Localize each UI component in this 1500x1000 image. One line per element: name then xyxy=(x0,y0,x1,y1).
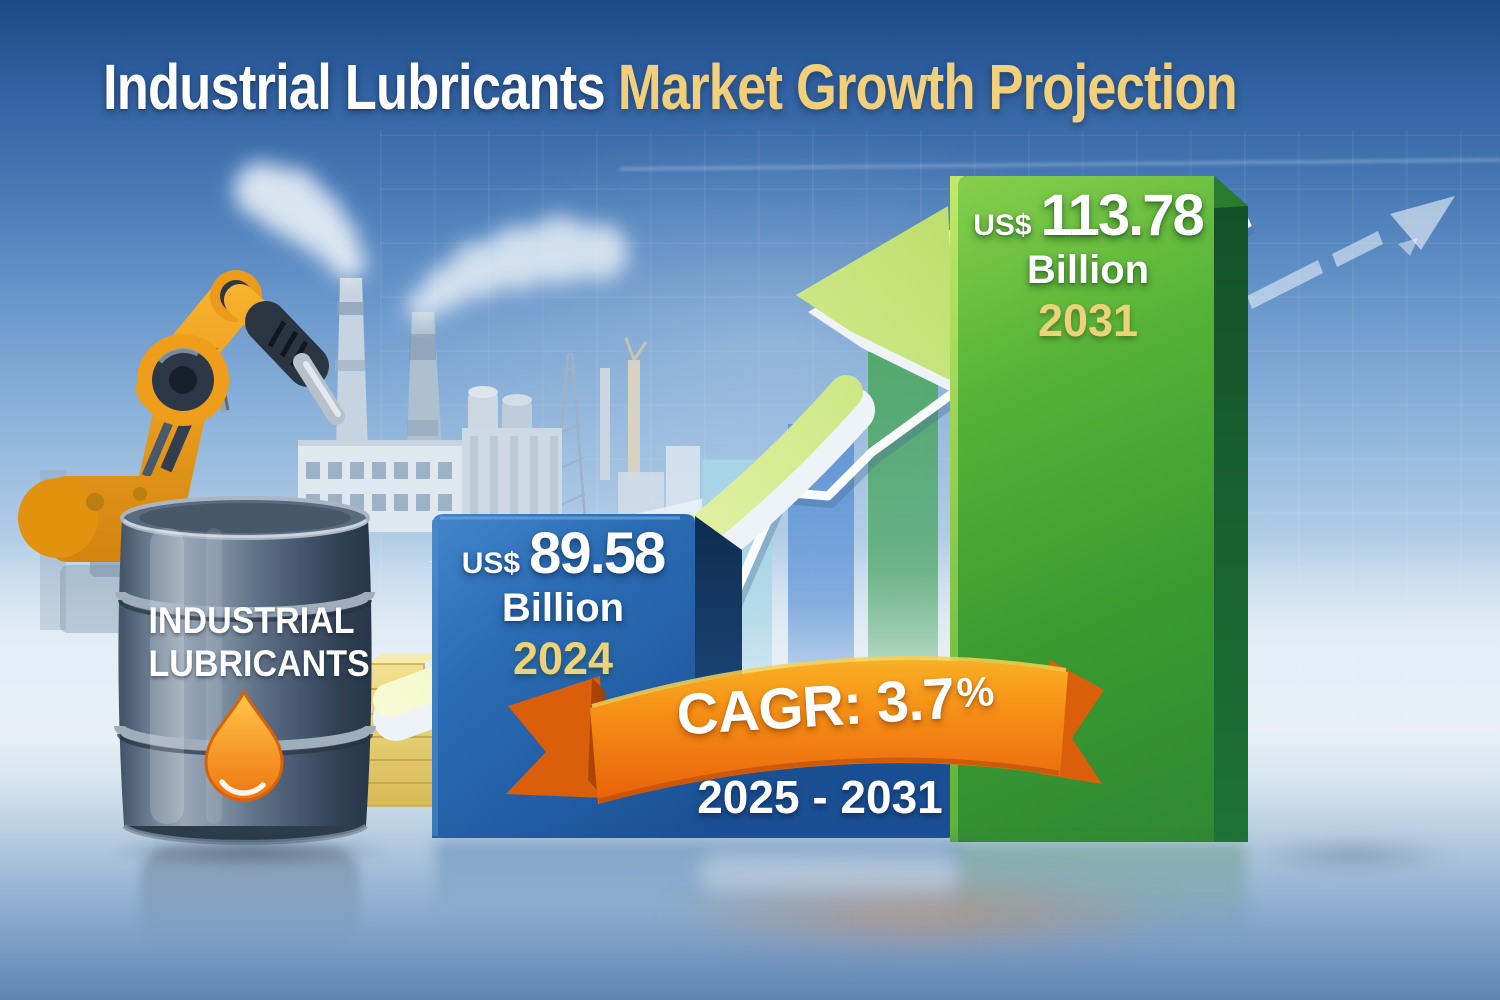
bar-2031-unit: Billion xyxy=(1026,248,1150,293)
barrel-label: INDUSTRIAL LUBRICANTS xyxy=(148,600,370,686)
bar-2031-currency: US$ xyxy=(973,209,1032,242)
dashed-trend-arrow-icon xyxy=(1247,196,1455,309)
bar-2024-value-row: US$ 89.58 xyxy=(437,521,689,586)
barrel-label-line2: LUBRICANTS xyxy=(148,642,370,684)
bar-2024-value-block: US$ 89.58 Billion 2024 xyxy=(437,521,689,684)
bar-2031-value-block: US$ 113.78 Billion 2031 xyxy=(961,183,1215,346)
bar-2024-year: 2024 xyxy=(512,632,614,684)
title-part1: Industrial Lubricants xyxy=(103,51,606,123)
title-part2: Market Growth Projection xyxy=(617,51,1238,123)
ribbon-banner xyxy=(506,656,1104,804)
oil-drop-icon xyxy=(204,688,284,802)
smoke-plumes xyxy=(234,162,628,322)
forecast-period-label: 2025 - 2031 xyxy=(697,771,943,823)
oil-barrel-illustration xyxy=(114,496,376,845)
bar-2024-currency: US$ xyxy=(461,547,521,580)
barrel-label-line1: INDUSTRIAL xyxy=(148,600,355,641)
bar-2031-value: 113.78 xyxy=(1040,183,1205,248)
page-title: Industrial Lubricants Market Growth Proje… xyxy=(103,50,1456,124)
bar-2031-value-row: US$ 113.78 xyxy=(961,183,1215,248)
bar-2024-value: 89.58 xyxy=(529,521,666,586)
bar-2024-unit: Billion xyxy=(501,586,625,631)
bar-2031-year: 2031 xyxy=(1037,294,1139,346)
cagr-percent-sign: % xyxy=(955,667,995,717)
